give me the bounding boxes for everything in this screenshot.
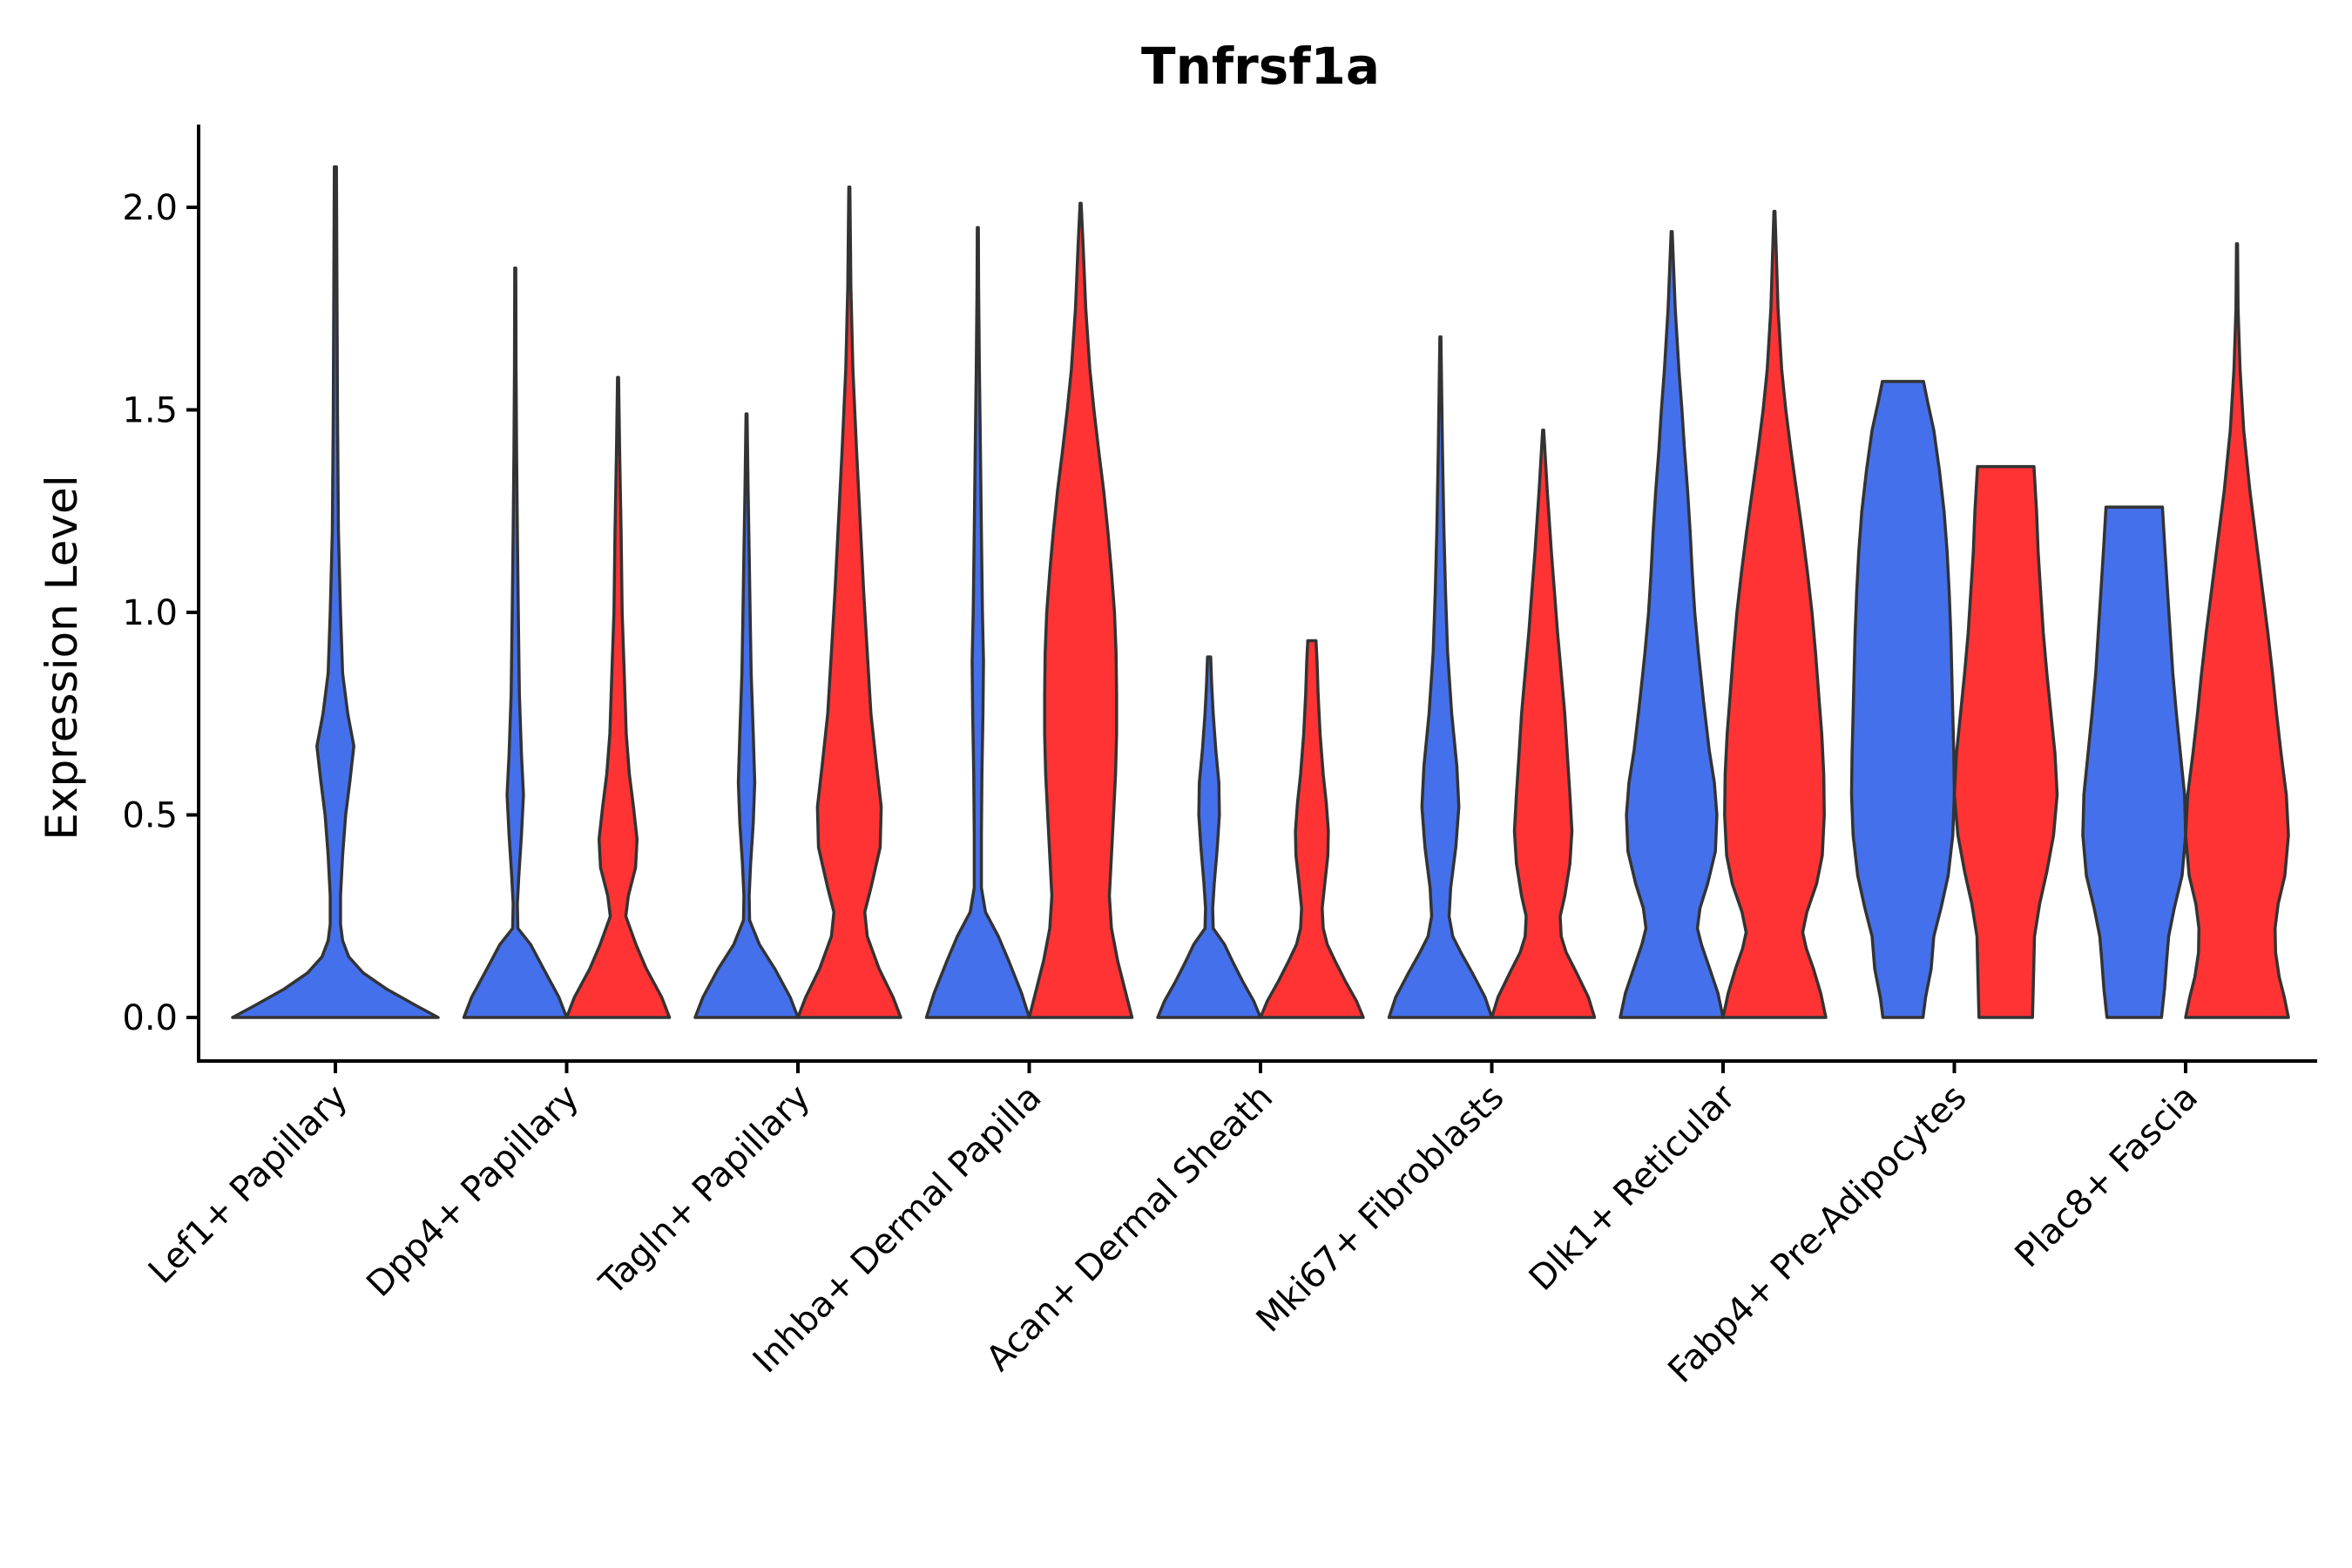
violin-lef1-papillary-blue — [231, 165, 440, 1019]
violin-dlk1-reticular-red — [1721, 209, 1828, 1019]
x-tick-label-mki67-fibroblasts: Mki67+ Fibroblasts — [1249, 1078, 1512, 1341]
violin-fabp4-pre-adipocytes-blue — [1849, 380, 1957, 1019]
violin-inhba-dermal-papilla-blue — [924, 226, 1031, 1019]
x-axis-ticks: Lef1+ Papillary Dpp4+ Papillary Tagln+ Pap… — [141, 1061, 2206, 1391]
violin-inhba-dermal-papilla-red — [1027, 201, 1134, 1019]
y-axis-label: Expression Level — [37, 475, 87, 840]
x-tick-label-tagln-papillary: Tagln+ Papillary — [591, 1078, 818, 1304]
violin-plac8-fascia-red — [2184, 242, 2290, 1019]
violin-dpp4-papillary-blue — [462, 267, 569, 1019]
y-tick-label: 0.0 — [122, 998, 178, 1038]
x-tick-label-dpp4-papillary: Dpp4+ Papillary — [359, 1078, 586, 1305]
violin-mki67-fibroblasts-blue — [1387, 335, 1494, 1019]
y-tick-label: 2.0 — [122, 188, 178, 228]
x-tick-label-dlk1-reticular: Dlk1+ Reticular — [1522, 1077, 1744, 1299]
violin-tagln-papillary-red — [796, 186, 902, 1019]
y-axis-ticks: 0.0 0.5 1.0 1.5 2.0 — [122, 188, 199, 1038]
chart-title: Tnfrsf1a — [1141, 37, 1380, 96]
violin-dpp4-papillary-red — [564, 375, 672, 1019]
y-tick-label: 1.5 — [122, 391, 178, 431]
violin-fabp4-pre-adipocytes-red — [1952, 464, 2059, 1019]
x-tick-label-lef1-papillary: Lef1+ Papillary — [141, 1078, 355, 1292]
violin-mki67-fibroblasts-red — [1490, 429, 1597, 1019]
violin-plac8-fascia-blue — [2081, 505, 2187, 1019]
x-tick-label-plac8-fascia: Plac8+ Fascia — [2008, 1078, 2207, 1276]
violin-dlk1-reticular-blue — [1619, 230, 1725, 1019]
violin-acan-dermal-sheath-blue — [1156, 655, 1262, 1019]
y-tick-label: 0.5 — [122, 796, 178, 836]
violin-acan-dermal-sheath-red — [1259, 639, 1365, 1019]
violins-layer — [231, 165, 2290, 1019]
y-tick-label: 1.0 — [122, 593, 178, 633]
violin-tagln-papillary-blue — [693, 412, 800, 1019]
